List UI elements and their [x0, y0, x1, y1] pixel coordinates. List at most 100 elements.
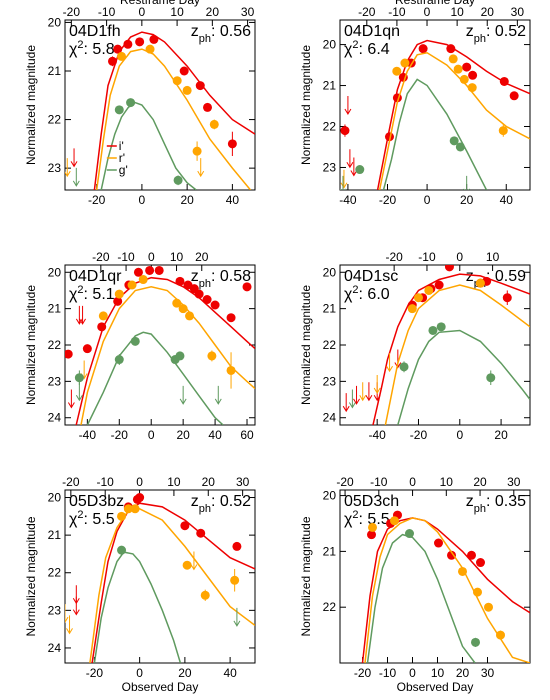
upper-limit-arrow: [463, 175, 471, 190]
data-point: [98, 311, 108, 321]
y-tick-label: 23: [48, 603, 62, 617]
x2-tick-label: -20: [358, 5, 376, 19]
data-point: [200, 590, 210, 600]
redshift-value: : 0.58: [211, 268, 251, 285]
upper-limit-arrow: [353, 385, 360, 405]
y-tick-label: 22: [323, 120, 337, 134]
data-point: [428, 325, 438, 335]
data-point: [471, 637, 480, 647]
data-point: [179, 66, 189, 76]
x2-tick-label: 10: [486, 250, 500, 264]
x2-tick-label: -20: [63, 5, 81, 19]
y-tick-label: 22: [48, 566, 62, 580]
upper-limit-arrow: [214, 385, 222, 405]
upper-limit-arrow: [348, 389, 356, 409]
x-tick-label: 0: [424, 193, 431, 207]
x-tick-label: 0: [409, 666, 416, 680]
data-point: [232, 541, 242, 551]
data-point: [130, 336, 140, 346]
data-point: [449, 136, 459, 146]
chi-square: χ2: 5.8: [69, 39, 115, 58]
y-axis-label: Normalized magnitude: [299, 285, 313, 405]
data-point: [467, 83, 477, 93]
model-curve: [397, 329, 530, 425]
upper-limit-arrow: [359, 382, 367, 402]
data-point: [424, 285, 434, 295]
chi-value: : 5.5: [359, 511, 390, 528]
data-point: [182, 560, 192, 570]
data-area: [361, 510, 530, 663]
data-point: [405, 529, 414, 539]
y-tick-label: 20: [48, 15, 62, 29]
data-point: [447, 550, 456, 560]
x-tick-label: 20: [456, 666, 470, 680]
data-point: [399, 362, 409, 372]
chi-square: χ2: 5.5: [344, 509, 390, 528]
redshift: zph: 0.35: [466, 493, 526, 515]
chi-value: : 5.5: [84, 511, 115, 528]
data-point: [113, 296, 123, 306]
redshift-subscript: ph: [199, 503, 211, 515]
y-tick-label: 23: [323, 160, 337, 174]
data-point: [484, 602, 493, 612]
legend-label: r': [119, 151, 125, 165]
data-point: [154, 265, 164, 275]
y-tick-label: 22: [323, 600, 337, 614]
data-point: [195, 81, 205, 91]
sn-name: 04D1qr: [69, 268, 122, 285]
x-tick-label: -20: [410, 428, 428, 442]
data-point: [458, 566, 467, 576]
upper-limit-arrow: [72, 167, 80, 187]
model-curve: [100, 101, 197, 190]
x-tick-label: 30: [481, 666, 495, 680]
data-point: [407, 304, 417, 314]
data-point: [196, 528, 206, 538]
data-point: [486, 373, 496, 383]
data-point: [473, 587, 482, 597]
x2-tick-label: 20: [202, 475, 216, 489]
upper-limit-arrow: [70, 148, 78, 168]
data-point: [227, 139, 237, 149]
data-point: [496, 630, 505, 640]
data-point: [173, 175, 183, 185]
x2-tick-label: 0: [136, 475, 143, 489]
upper-limit-arrow: [75, 305, 83, 325]
y-tick-label: 21: [323, 302, 337, 316]
upper-limit-arrow: [190, 551, 198, 571]
panel: -40 -20 0 20 -20 -10 0 10 20 21 22 23 24 Normalized m…: [299, 250, 531, 442]
y-tick-label: 22: [323, 338, 337, 352]
data-point: [400, 58, 410, 68]
chi-symbol: χ: [69, 511, 78, 528]
upper-limit-arrow: [79, 305, 86, 325]
chi-value: : 6.4: [359, 41, 390, 58]
x2-tick-label: 10: [170, 250, 184, 264]
chi-square: χ2: 6.0: [344, 284, 390, 303]
y-tick-label: 20: [323, 38, 337, 52]
data-point: [126, 98, 136, 108]
data-point: [453, 64, 463, 74]
data-point: [135, 493, 145, 503]
y-tick-label: 24: [48, 411, 62, 425]
data-point: [390, 516, 399, 526]
redshift-symbol: z: [466, 268, 474, 285]
data-point: [175, 351, 185, 361]
x-tick-label: 40: [223, 666, 237, 680]
x2-tick-label: -10: [97, 475, 115, 489]
plot-frame: [339, 489, 531, 664]
chi-superscript: 2: [77, 284, 83, 296]
data-point: [135, 37, 145, 47]
panel: -20 0 20 40 -20 -10 0 10 20 30 20 21 22 23 Normalized …: [24, 0, 256, 207]
x2-tick-label: -10: [117, 250, 135, 264]
upper-limit-arrow: [65, 604, 69, 624]
data-point: [434, 280, 444, 290]
redshift-symbol: z: [191, 493, 199, 510]
model-curve: [364, 517, 530, 663]
data-point: [355, 165, 365, 175]
data-point: [113, 44, 123, 54]
upper-limit-arrow: [179, 385, 187, 405]
model-curve: [378, 52, 530, 190]
chi-square: χ2: 5.1: [69, 284, 115, 303]
x-axis-label: Observed Day: [397, 680, 474, 694]
model-curve: [376, 39, 530, 190]
x-tick-label: -40: [339, 193, 357, 207]
